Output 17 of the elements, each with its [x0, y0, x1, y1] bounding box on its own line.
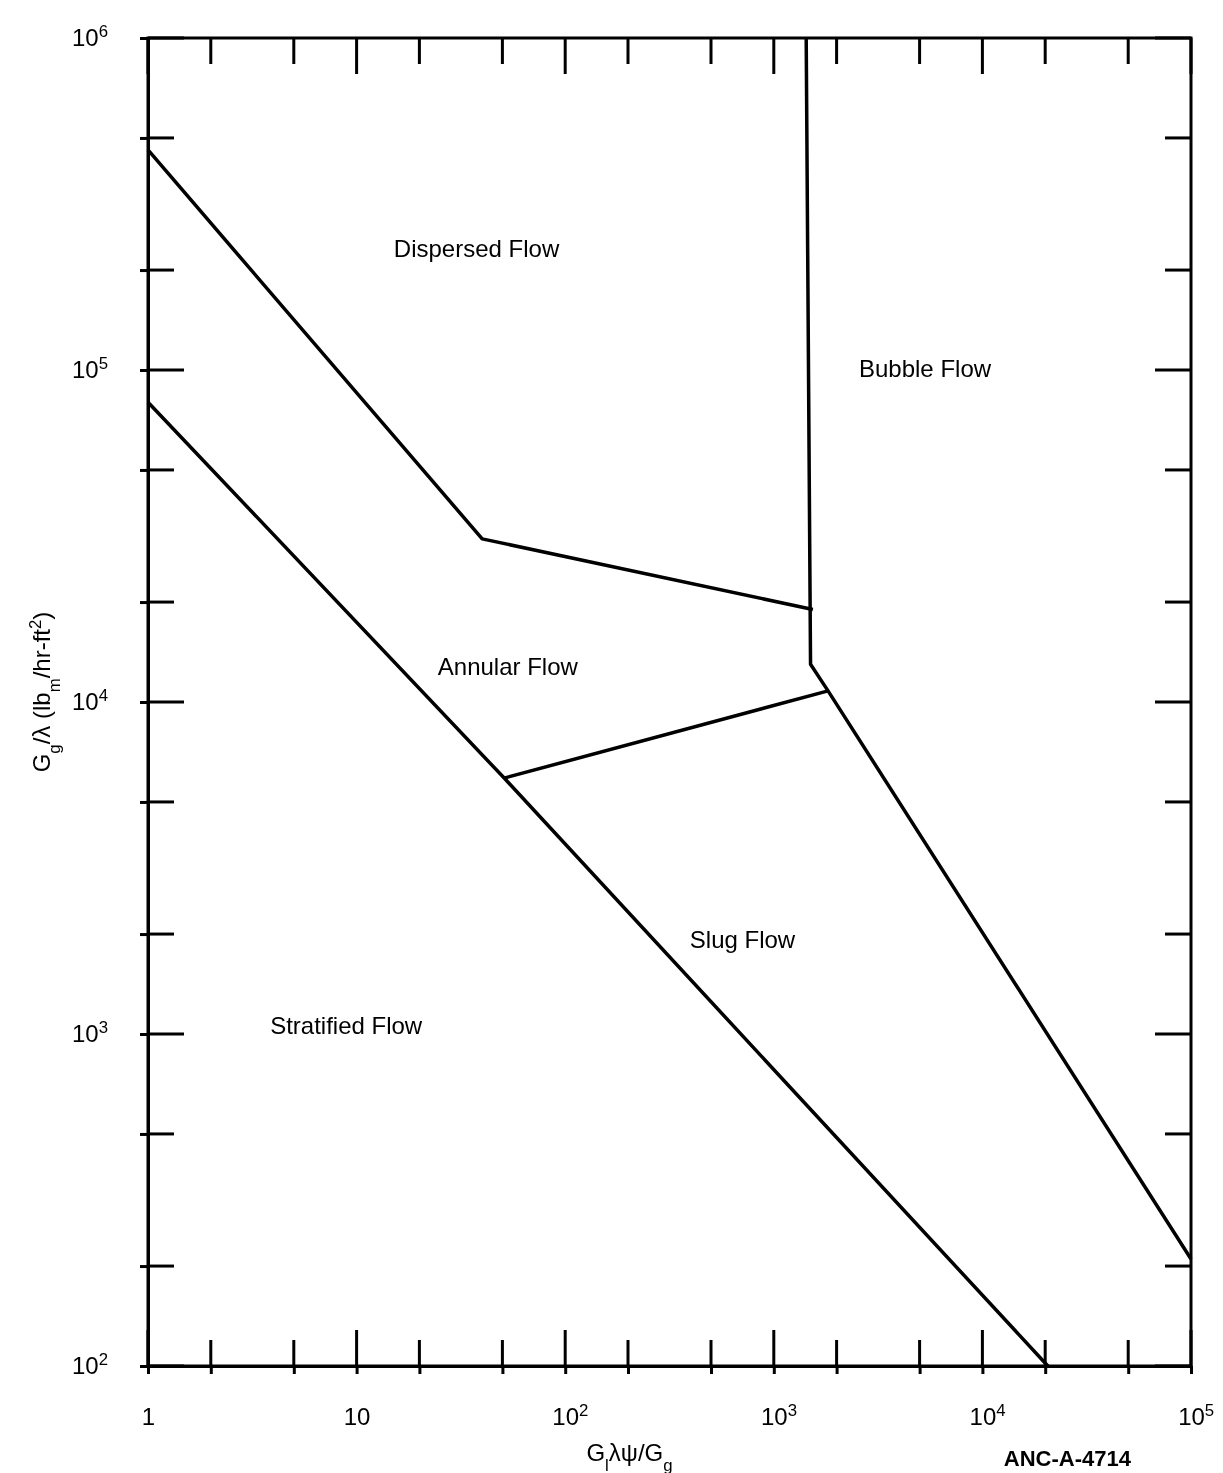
y-tick-label: 10$^{5}$ — [71, 353, 108, 384]
x-tick-label: 10$^{2}$ — [552, 1400, 589, 1431]
y-tick-label: 10$^{6}$ — [71, 21, 108, 52]
annotation: Bubble Flow — [859, 354, 992, 382]
annotation: Slug Flow — [689, 925, 796, 953]
annotation: Annular Flow — [437, 653, 579, 681]
x-tick-label: 10 — [343, 1403, 371, 1431]
x-tick-label: 10$^{4}$ — [969, 1400, 1006, 1431]
y-tick-label: 10$^{4}$ — [71, 685, 108, 716]
y-tick-label: 10$^{3}$ — [71, 1017, 108, 1048]
x-tick-label: 10$^{5}$ — [1178, 1400, 1215, 1431]
x-tick-label: 10$^{3}$ — [760, 1400, 797, 1431]
annotation: Dispersed Flow — [393, 235, 560, 263]
text: ANC-A-4714 — [1003, 1446, 1132, 1471]
annotation: Stratified Flow — [270, 1012, 423, 1039]
x-tick-label: 1 — [141, 1403, 156, 1431]
y-tick-label: 10$^{2}$ — [71, 1349, 108, 1380]
